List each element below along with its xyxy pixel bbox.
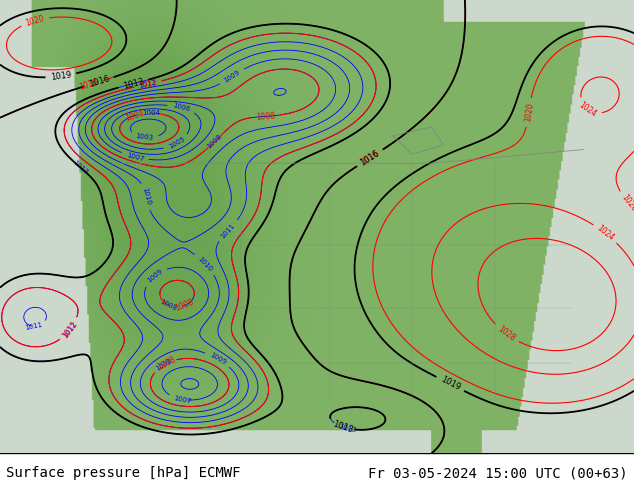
Text: 1008: 1008 <box>206 133 223 150</box>
Text: 1016: 1016 <box>359 148 381 168</box>
Text: Surface pressure [hPa] ECMWF: Surface pressure [hPa] ECMWF <box>6 466 241 481</box>
Text: 1024: 1024 <box>578 100 598 119</box>
Text: 1006: 1006 <box>172 102 191 113</box>
Text: 1016: 1016 <box>87 74 110 89</box>
Text: 1009: 1009 <box>209 352 227 366</box>
Text: 1010: 1010 <box>197 256 214 273</box>
Text: 1013: 1013 <box>71 159 89 175</box>
Text: 1008: 1008 <box>174 298 195 313</box>
Text: 1016: 1016 <box>359 149 380 167</box>
Text: 1013: 1013 <box>338 423 357 434</box>
Text: 1019: 1019 <box>439 375 462 392</box>
Text: 1008: 1008 <box>155 358 173 372</box>
Text: 1013: 1013 <box>332 419 354 435</box>
Text: 1008: 1008 <box>256 111 275 122</box>
Text: 1009: 1009 <box>146 268 164 284</box>
Text: 1020: 1020 <box>523 102 534 122</box>
Text: 1005: 1005 <box>167 136 186 150</box>
Text: 1028: 1028 <box>496 325 517 343</box>
Text: 1011: 1011 <box>24 322 42 331</box>
Text: 1012: 1012 <box>60 319 79 340</box>
Text: 1004: 1004 <box>124 108 146 122</box>
Text: 1012: 1012 <box>62 320 77 339</box>
Text: 1019: 1019 <box>50 70 72 82</box>
Text: 1008: 1008 <box>156 355 177 372</box>
Text: 1011: 1011 <box>220 222 236 239</box>
Text: 1004: 1004 <box>142 110 160 116</box>
Text: 1024: 1024 <box>595 224 616 243</box>
Text: 1009: 1009 <box>223 69 241 84</box>
Text: 1020: 1020 <box>619 193 634 214</box>
Text: 1013: 1013 <box>122 76 145 91</box>
Text: 1012: 1012 <box>138 77 158 91</box>
Text: 1016: 1016 <box>79 78 100 92</box>
Text: 1012: 1012 <box>138 79 157 89</box>
Text: 1007: 1007 <box>126 152 145 162</box>
Text: 1010: 1010 <box>141 187 152 206</box>
Text: 1003: 1003 <box>135 133 154 142</box>
Text: 1008: 1008 <box>159 298 178 312</box>
Text: 1007: 1007 <box>173 394 192 404</box>
Text: Fr 03-05-2024 15:00 UTC (00+63): Fr 03-05-2024 15:00 UTC (00+63) <box>368 466 628 481</box>
Text: 1020: 1020 <box>25 14 46 27</box>
